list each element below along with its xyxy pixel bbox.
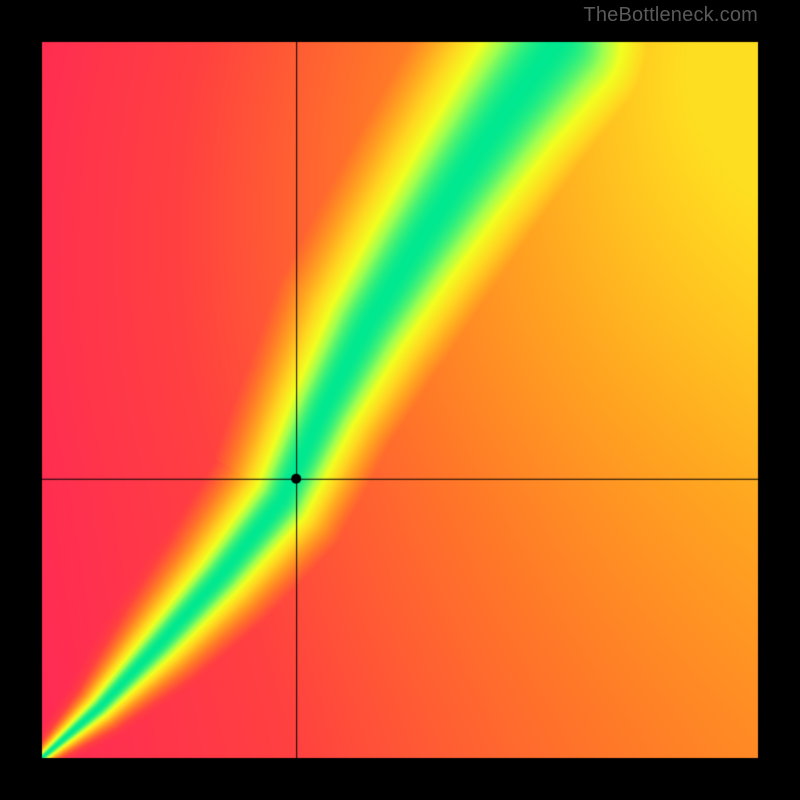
heatmap-canvas [0, 0, 800, 800]
watermark-label: TheBottleneck.com [583, 4, 758, 27]
